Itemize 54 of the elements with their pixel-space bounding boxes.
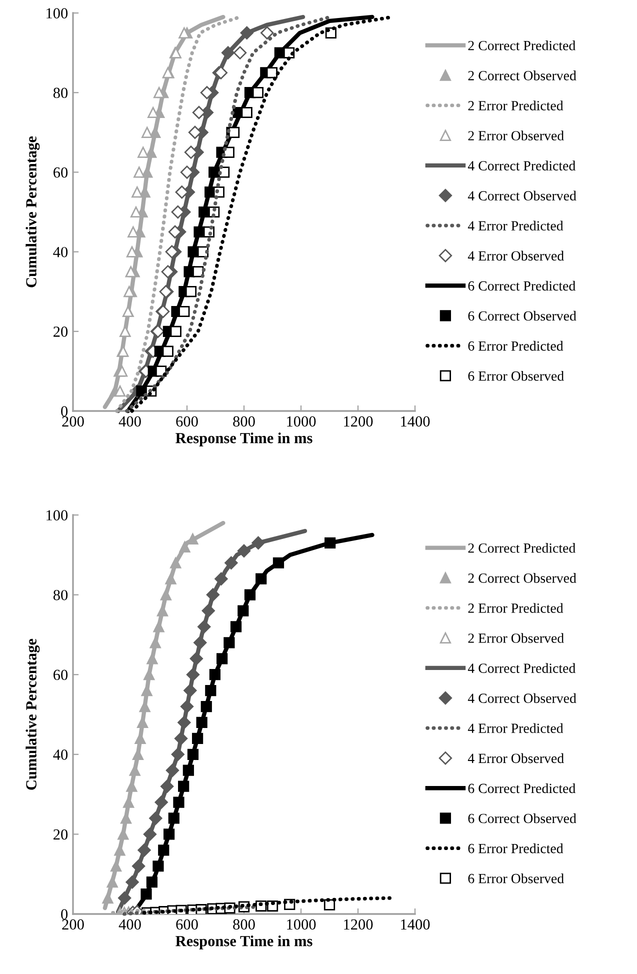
y-tick-label: 0 [61, 909, 68, 920]
legend-label: 4 Error Predicted [468, 220, 564, 231]
legend-label: 2 Error Predicted [468, 100, 564, 110]
x-tick-label: 1200 [344, 919, 373, 930]
legend-label: 2 Correct Predicted [468, 543, 576, 553]
legend-label: 4 Error Predicted [468, 723, 564, 734]
legend-label: 4 Error Observed [468, 250, 564, 261]
y-tick-label: 20 [54, 326, 68, 337]
legend-label: 2 Error Observed [468, 130, 564, 140]
legend-label: 6 Correct Predicted [468, 783, 576, 794]
y-tick-label: 40 [53, 750, 68, 760]
y-axis-title: Cumulative Percentage [26, 136, 40, 288]
y-tick-label: 100 [46, 8, 68, 18]
x-tick-label: 600 [176, 919, 198, 930]
legend-label: 6 Correct Observed [468, 310, 576, 321]
x-tick-label: 800 [233, 416, 255, 427]
y-tick-label: 80 [53, 590, 68, 600]
x-tick-label: 1400 [401, 416, 430, 427]
y-tick-label: 40 [53, 246, 68, 258]
legend-label: 2 Error Predicted [468, 603, 564, 613]
legend-label: 6 Error Observed [468, 873, 564, 884]
x-tick-label: 1200 [344, 416, 373, 427]
legend-label: 2 Correct Predicted [468, 40, 576, 50]
legend-label: 2 Correct Observed [468, 573, 576, 583]
legend-label: 2 Correct Observed [468, 70, 576, 80]
y-tick-label: 80 [53, 88, 68, 98]
legend-label: 6 Error Predicted [468, 843, 564, 854]
legend-label: 4 Error Observed [468, 753, 564, 764]
y-tick-label: 60 [54, 670, 68, 680]
x-tick-label: 1400 [401, 919, 430, 930]
x-tick-label: 400 [118, 919, 141, 930]
legend-label: 6 Correct Observed [468, 813, 576, 824]
y-tick-label: 20 [54, 829, 68, 840]
x-tick-label: 200 [62, 919, 84, 930]
legend-label: 2 Error Observed [468, 633, 564, 643]
x-axis-title: Response Time in ms [176, 432, 312, 446]
x-tick-label: 1000 [287, 919, 316, 930]
x-tick-label: 800 [233, 919, 255, 930]
legend-label: 4 Correct Observed [468, 190, 576, 200]
y-tick-label: 100 [46, 510, 68, 520]
y-tick-label: 0 [61, 406, 68, 416]
x-tick-label: 600 [176, 416, 198, 427]
y-axis-title: Cumulative Percentage [26, 638, 40, 790]
x-tick-label: 200 [62, 416, 84, 427]
legend-label: 4 Correct Predicted [468, 160, 576, 170]
legend-label: 6 Correct Predicted [468, 280, 576, 291]
x-tick-label: 1000 [287, 416, 316, 427]
legend-label: 6 Error Observed [468, 370, 564, 381]
legend-label: 4 Correct Predicted [468, 663, 576, 673]
legend-label: 4 Correct Observed [468, 693, 576, 703]
x-axis-title: Response Time in ms [176, 935, 312, 950]
legend-label: 6 Error Predicted [468, 340, 564, 351]
y-tick-label: 60 [54, 167, 68, 178]
x-tick-label: 400 [118, 416, 141, 427]
